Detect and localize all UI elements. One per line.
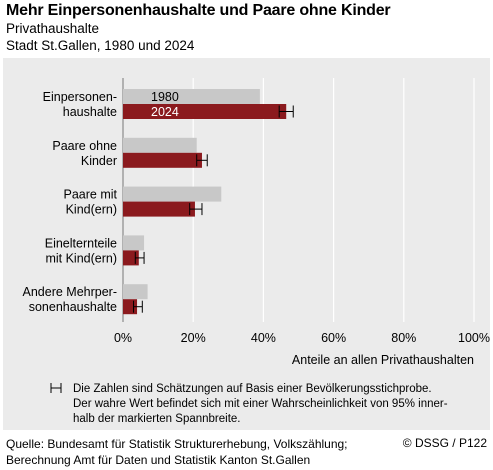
source-note: Quelle: Bundesamt für Statistik Struktur… [6, 436, 348, 468]
category-label: sonenhaushalte [29, 300, 117, 314]
x-axis-label: Anteile an allen Privathaushalten [292, 353, 474, 367]
source-line-1: Quelle: Bundesamt für Statistik Struktur… [6, 437, 348, 451]
x-tick-label: 0% [114, 331, 132, 345]
x-tick-label: 40% [251, 331, 276, 345]
bar-1980 [123, 284, 148, 300]
x-tick-label: 20% [181, 331, 206, 345]
bar-2024 [123, 104, 287, 119]
category-label: haushalte [63, 105, 117, 119]
category-label: Andere Mehrper- [23, 285, 118, 299]
category-label: Paare ohne [52, 139, 117, 153]
bar-2024 [123, 201, 195, 217]
category-label: Einelternteile [45, 236, 117, 250]
note-line: Der wahre Wert befindet sich mit einer W… [73, 398, 448, 410]
category-label: Kinder [81, 154, 117, 168]
x-tick-label: 100% [458, 331, 490, 345]
series-label-2024: 2024 [151, 105, 179, 119]
bar-1980 [123, 186, 222, 202]
chart-subtitle: Privathaushalte [6, 21, 100, 36]
bar-2024 [123, 152, 202, 168]
bar-1980 [123, 235, 145, 251]
x-tick-label: 60% [321, 331, 346, 345]
chart-panel [3, 58, 490, 430]
x-tick-label: 80% [391, 331, 416, 345]
series-label-1980: 1980 [151, 90, 179, 104]
note-line: halb der markierten Spannbreite. [73, 413, 241, 425]
note-line: Die Zahlen sind Schätzungen auf Basis ei… [73, 383, 432, 395]
source-line-2: Berechnung Amt für Daten und Statistik K… [6, 453, 311, 467]
credit: © DSSG / P122 [402, 436, 487, 450]
chart-subtitle-location: Stadt St.Gallen, 1980 und 2024 [6, 38, 195, 53]
category-label: Kind(ern) [66, 203, 117, 217]
bar-1980 [123, 137, 197, 153]
category-label: mit Kind(ern) [45, 251, 117, 265]
category-label: Einpersonen- [43, 90, 117, 104]
bar-1980 [123, 89, 260, 104]
chart-title: Mehr Einpersonenhaushalte und Paare ohne… [6, 2, 391, 19]
category-label: Paare mit [64, 188, 118, 202]
